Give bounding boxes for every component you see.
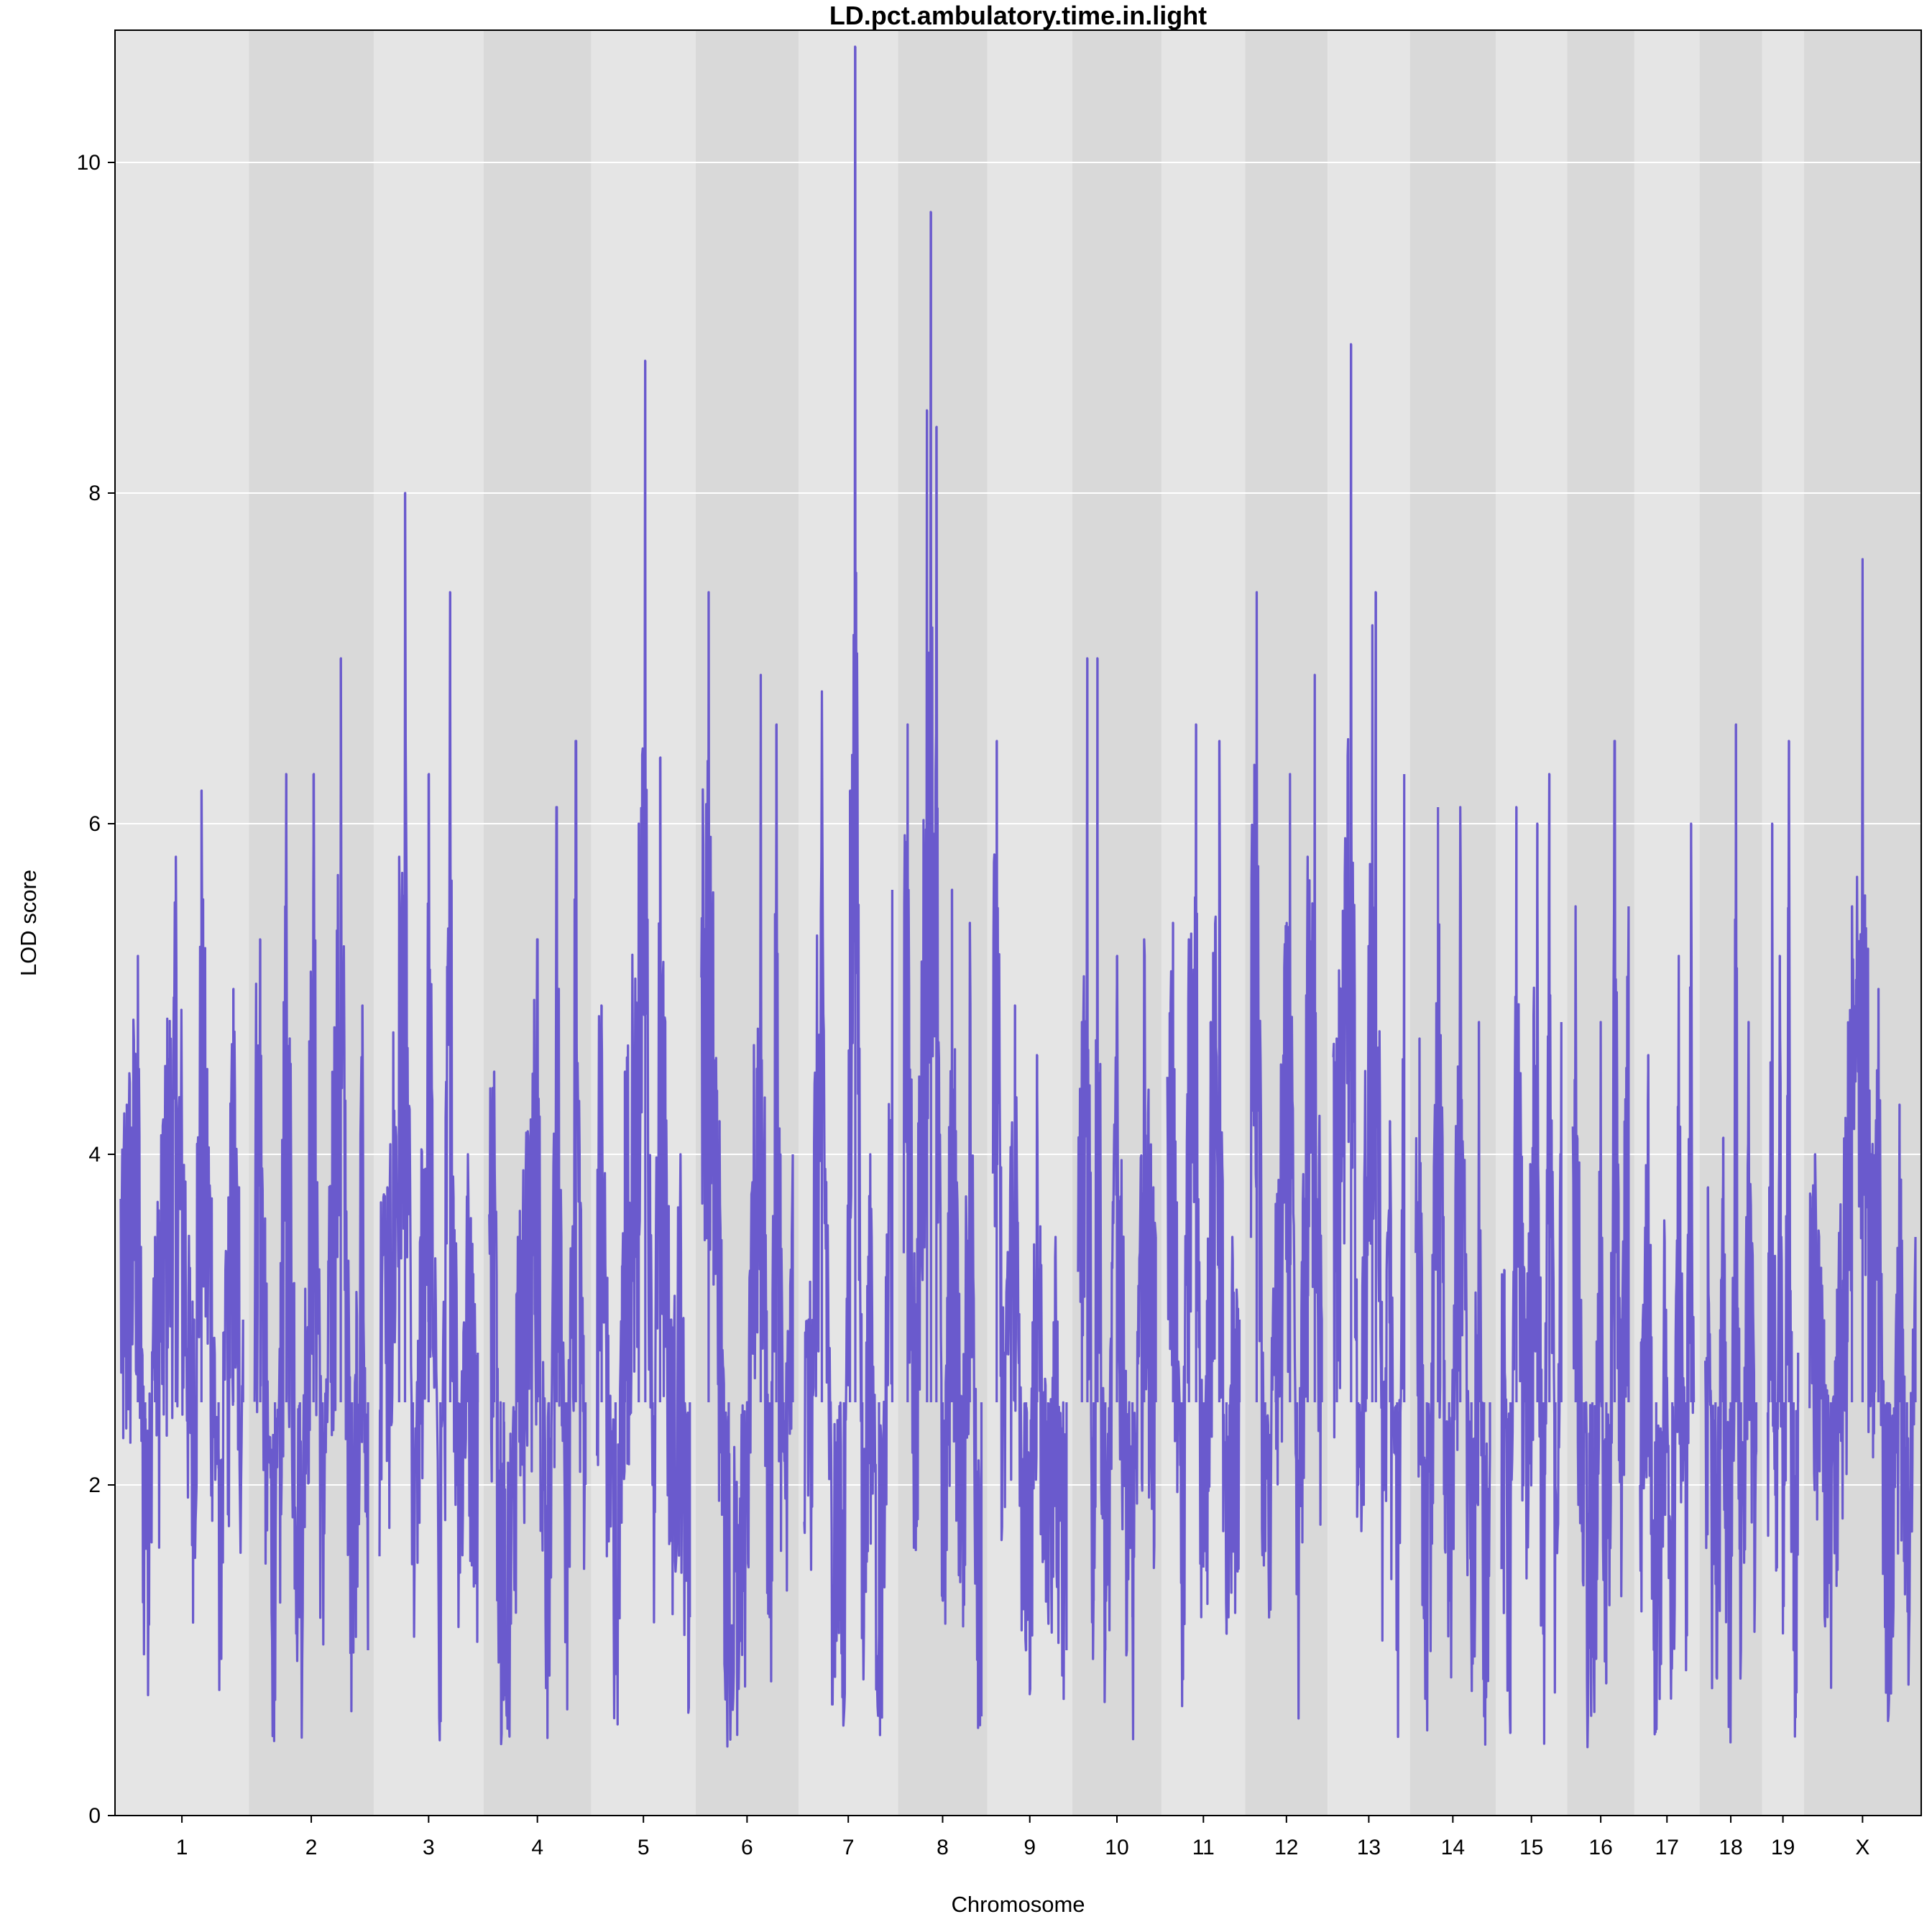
x-tick-label: 13: [1357, 1836, 1381, 1859]
chromosome-band: [1072, 30, 1162, 1816]
lod-line-chr-11: [1166, 723, 1241, 1708]
x-tick-label: 10: [1105, 1836, 1128, 1859]
y-tick-label: 8: [88, 482, 101, 505]
lod-line-chr-1: [119, 789, 244, 1696]
x-axis-title: Chromosome: [951, 1892, 1085, 1917]
y-tick-label: 4: [88, 1143, 101, 1167]
x-axis-ticks: 1 2 3 4 5 6 7 8 9 10 11 12 13 14 15 16 17 18 19 X: [176, 1816, 1869, 1859]
y-axis-title: LOD score: [16, 870, 41, 976]
x-tick-label: 15: [1519, 1836, 1543, 1859]
lod-line-chr-5: [596, 359, 691, 1726]
lod-line-chr-19: [1766, 740, 1800, 1738]
lod-line-chr-4: [488, 740, 587, 1746]
lod-line-chr-13: [1332, 343, 1406, 1739]
lod-line-chr-6: [700, 591, 794, 1748]
x-tick-label: 1: [176, 1836, 188, 1859]
lod-line-chr-2: [253, 657, 369, 1742]
x-tick-label: 2: [305, 1836, 318, 1859]
x-tick-label: 7: [842, 1836, 855, 1859]
y-tick-label: 10: [77, 151, 101, 175]
plot-frame: [114, 29, 1922, 1816]
x-tick-label: 8: [937, 1836, 949, 1859]
x-tick-label: 3: [423, 1836, 435, 1859]
x-tick-label: 17: [1655, 1836, 1679, 1859]
lod-line-chr-12: [1249, 591, 1323, 1720]
lod-line-chr-7: [803, 45, 893, 1736]
lod-line-chr-9: [991, 740, 1068, 1701]
chromosome-bands: [115, 30, 1921, 1816]
lod-line-chr-15: [1500, 773, 1563, 1745]
x-tick-label: 5: [638, 1836, 650, 1859]
x-tick-label: 19: [1771, 1836, 1795, 1859]
x-tick-label: X: [1855, 1836, 1869, 1859]
x-tick-label: 18: [1719, 1836, 1742, 1859]
y-tick-label: 0: [88, 1804, 101, 1828]
x-tick-label: 16: [1588, 1836, 1612, 1859]
y-tick-label: 2: [88, 1473, 101, 1497]
x-tick-label: 4: [531, 1836, 543, 1859]
lod-line-chr-17: [1639, 822, 1696, 1736]
chromosome-band: [1567, 30, 1634, 1816]
lod-line-chr-X: [1808, 558, 1917, 1722]
x-tick-label: 12: [1274, 1836, 1298, 1859]
lod-line-chr-18: [1704, 723, 1758, 1744]
chromosome-band: [115, 30, 249, 1816]
lod-line-chr-16: [1571, 740, 1630, 1749]
x-tick-label: 14: [1441, 1836, 1465, 1859]
chart-title: LD.pct.ambulatory.time.in.light: [829, 1, 1207, 30]
lod-series: [119, 45, 1917, 1749]
x-tick-label: 6: [741, 1836, 753, 1859]
chromosome-band: [1634, 30, 1700, 1816]
x-tick-label: 9: [1024, 1836, 1036, 1859]
lod-line-chr-10: [1077, 657, 1157, 1741]
y-axis-ticks: 0 2 4 6 8 10: [77, 151, 115, 1828]
lod-line-chr-8: [902, 211, 983, 1729]
x-tick-label: 11: [1192, 1836, 1215, 1859]
lod-line-chr-3: [378, 492, 479, 1742]
y-tick-label: 6: [88, 812, 101, 836]
lod-line-chr-14: [1414, 806, 1491, 1746]
